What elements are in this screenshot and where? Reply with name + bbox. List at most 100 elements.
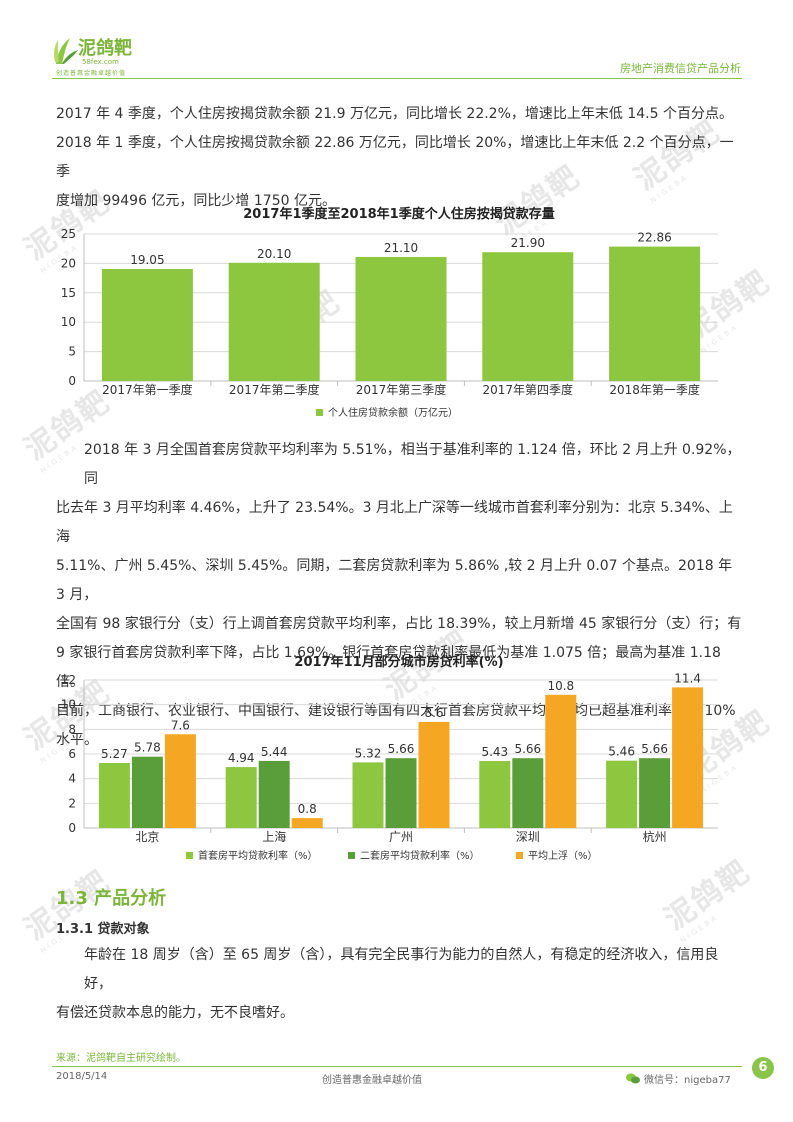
y-tick-label: 10 bbox=[61, 698, 76, 712]
section-title: 1.3 产品分析 bbox=[56, 888, 167, 909]
text-line: 2018 年 1 季度，个人住房按揭贷款余额 22.86 万亿元，同比增长 20… bbox=[56, 135, 734, 180]
legend-label: 平均上浮（%） bbox=[528, 850, 598, 862]
data-label: 20.10 bbox=[257, 247, 291, 261]
data-label: 10.8 bbox=[547, 679, 574, 693]
data-label: 5.66 bbox=[388, 742, 415, 756]
bar bbox=[606, 760, 638, 828]
x-tick-label: 北京 bbox=[135, 830, 159, 844]
data-label: 5.66 bbox=[514, 742, 541, 756]
text-line: 年龄在 18 周岁（含）至 65 周岁（含），具有完全民事行为能力的自然人，有稳… bbox=[84, 947, 719, 992]
y-tick-label: 6 bbox=[68, 747, 76, 761]
text-line: 水平。 bbox=[56, 732, 98, 748]
data-label: 0.8 bbox=[298, 802, 317, 816]
text-line: 全国有 98 家银行分（支）行上调首套房贷款平均利率，占比 18.39%，较上月… bbox=[56, 616, 742, 632]
y-tick-label: 4 bbox=[68, 772, 76, 786]
wechat-id: 微信号：nigeba77 bbox=[644, 1075, 731, 1086]
data-label: 5.32 bbox=[355, 746, 382, 760]
data-label: 5.27 bbox=[101, 747, 128, 761]
bar bbox=[385, 758, 417, 828]
bar bbox=[482, 252, 574, 381]
legend-swatch bbox=[186, 852, 193, 859]
loan-target-paragraph: 年龄在 18 周岁（含）至 65 周岁（含），具有完全民事行为能力的自然人，有稳… bbox=[56, 941, 742, 1028]
x-tick-label: 广州 bbox=[389, 830, 413, 844]
subsection-title: 1.3.1 贷款对象 bbox=[56, 922, 150, 937]
bar bbox=[352, 762, 384, 828]
bar bbox=[479, 761, 511, 828]
x-tick-label: 2018年第一季度 bbox=[609, 382, 700, 397]
bar bbox=[101, 268, 193, 381]
data-label: 5.43 bbox=[481, 745, 508, 759]
data-label: 7.6 bbox=[171, 718, 190, 732]
logo-slogan: 创造普惠金融卓越价值 bbox=[56, 70, 127, 77]
data-label: 5.78 bbox=[134, 741, 161, 755]
y-tick-label: 5 bbox=[68, 345, 76, 359]
chart-title: 2017年11月部分城市房贷利率(%) bbox=[294, 655, 504, 670]
y-tick-label: 10 bbox=[61, 315, 76, 329]
x-tick-label: 2017年第一季度 bbox=[102, 382, 193, 397]
text-line: 2017 年 4 季度，个人住房按揭贷款余额 21.9 万亿元，同比增长 22.… bbox=[56, 106, 733, 122]
footer-wechat: 微信号：nigeba77 bbox=[626, 1071, 731, 1086]
y-tick-label: 25 bbox=[61, 227, 76, 241]
page-header: 泥鸽靶 58fex.com 创造普惠金融卓越价值 房地产消费信贷产品分析 bbox=[0, 0, 793, 85]
data-label: 5.66 bbox=[641, 742, 668, 756]
data-label: 21.90 bbox=[511, 236, 545, 250]
bar bbox=[225, 767, 257, 828]
footer-date: 2018/5/14 bbox=[56, 1071, 108, 1082]
text-line: 度增加 99496 亿元，同比少增 1750 亿元。 bbox=[56, 193, 336, 209]
bar bbox=[131, 756, 163, 828]
data-label: 19.05 bbox=[130, 253, 164, 267]
y-tick-label: 15 bbox=[61, 286, 76, 300]
data-label: 5.46 bbox=[608, 745, 635, 759]
bar bbox=[164, 734, 196, 828]
wechat-icon bbox=[626, 1073, 640, 1084]
bar bbox=[672, 687, 704, 828]
data-label: 4.94 bbox=[228, 751, 255, 765]
legend-label: 个人住房贷款余额（万亿元） bbox=[328, 406, 458, 419]
y-tick-label: 0 bbox=[68, 821, 76, 835]
legend-label: 首套房平均贷款利率（%） bbox=[198, 849, 318, 862]
data-label: 5.44 bbox=[261, 745, 288, 759]
x-tick-label: 2017年第四季度 bbox=[483, 382, 574, 397]
data-label: 8.6 bbox=[424, 706, 443, 720]
logo-text: 泥鸽靶 bbox=[78, 38, 132, 59]
y-tick-label: 20 bbox=[61, 256, 76, 270]
legend-swatch bbox=[348, 852, 355, 859]
leaf-logo-icon bbox=[54, 38, 78, 64]
data-label: 21.10 bbox=[384, 241, 418, 255]
bar bbox=[639, 758, 671, 828]
bar bbox=[355, 256, 447, 381]
document-title: 房地产消费信贷产品分析 bbox=[620, 62, 741, 75]
text-line: 5.11%、广州 5.45%、深圳 5.45%。同期，二套房贷款利率为 5.86… bbox=[56, 558, 733, 603]
footer-slogan: 创造普惠金融卓越价值 bbox=[322, 1075, 422, 1086]
bar bbox=[418, 721, 450, 828]
city-mortgage-rate-bar-chart: 0 2 4 6 8 10 12 北京 5.27 5.78 7.6 上海 4.94 5.44 0.8 广州 5.3… bbox=[61, 671, 718, 862]
y-tick-label: 8 bbox=[68, 722, 76, 736]
text-line: 9 家银行首套房贷款利率下降，占比 1.69%。银行首套房贷款利率最低为基准 1… bbox=[56, 645, 721, 690]
x-tick-label: 2017年第二季度 bbox=[229, 382, 320, 397]
x-tick-label: 杭州 bbox=[643, 829, 667, 844]
bar bbox=[98, 763, 130, 828]
legend-label: 二套房平均贷款利率（%） bbox=[360, 849, 480, 862]
bar bbox=[545, 694, 577, 828]
y-tick-label: 12 bbox=[61, 673, 76, 687]
x-tick-label: 上海 bbox=[262, 829, 286, 844]
bar bbox=[512, 758, 544, 828]
legend-swatch bbox=[316, 409, 323, 416]
bar bbox=[609, 246, 701, 381]
source-note: 来源：泥鸽靶自主研究绘制。 bbox=[56, 1053, 186, 1064]
text-line: 比去年 3 月平均利率 4.46%，上升了 23.54%。3 月北上广深等一线城… bbox=[56, 500, 733, 545]
brand-logo: 泥鸽靶 58fex.com 创造普惠金融卓越价值 bbox=[52, 32, 162, 80]
data-label: 22.86 bbox=[637, 231, 671, 245]
bar bbox=[228, 262, 320, 381]
data-label: 11.4 bbox=[674, 671, 701, 685]
header-divider bbox=[52, 78, 742, 79]
y-tick-label: 0 bbox=[68, 374, 76, 388]
intro-paragraph: 2017 年 4 季度，个人住房按揭贷款余额 21.9 万亿元，同比增长 22.… bbox=[56, 100, 742, 216]
chart-title: 2017年1季度至2018年1季度个人住房按揭贷款存量 bbox=[243, 207, 555, 222]
bar bbox=[291, 818, 323, 828]
legend-swatch bbox=[516, 852, 523, 859]
footer-divider bbox=[52, 1066, 742, 1067]
text-line: 2018 年 3 月全国首套房贷款平均利率为 5.51%，相当于基准利率的 1.… bbox=[84, 442, 741, 487]
page-number: 6 bbox=[752, 1057, 774, 1079]
mortgage-balance-bar-chart: 0 5 10 15 20 25 2017年第一季度 19.05 2017年第二季度 20.10 20… bbox=[61, 227, 718, 419]
